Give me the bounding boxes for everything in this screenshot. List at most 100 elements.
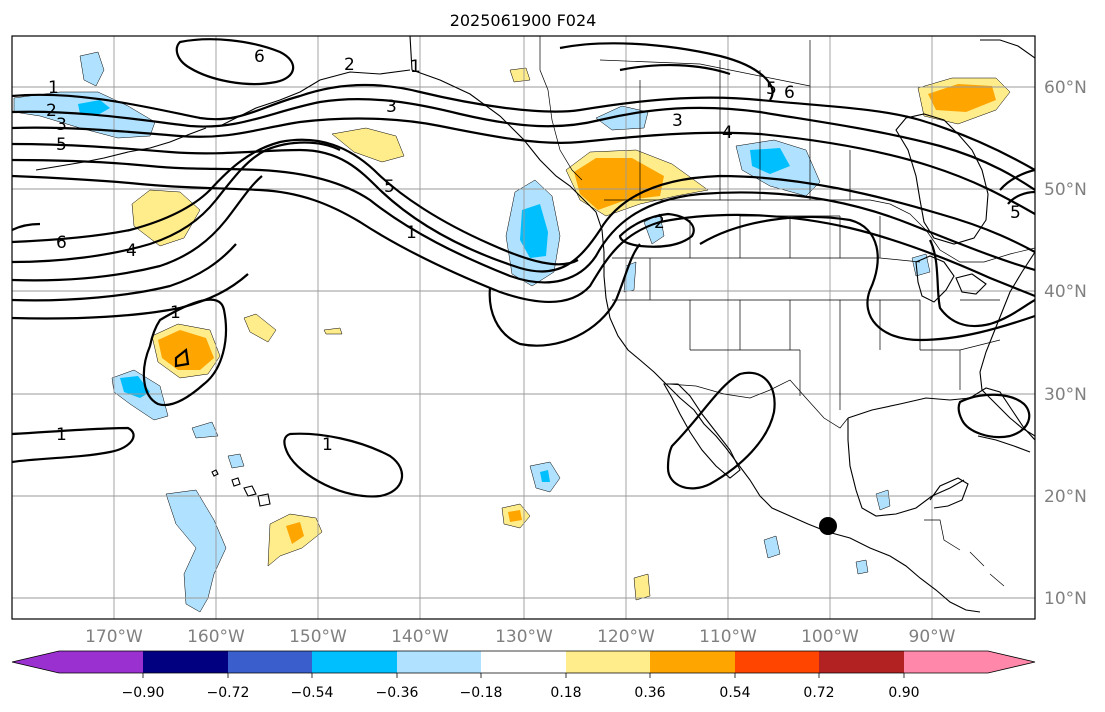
- colorbar-tick-labels: −0.90 −0.72 −0.54 −0.36 −0.18 0.18 0.36 …: [122, 685, 920, 701]
- us-canada-border: [604, 199, 1035, 263]
- contour-label: 2: [654, 213, 665, 233]
- contour-label: 1: [170, 303, 181, 323]
- colorbar-segment: [650, 651, 735, 673]
- contour-label: 5: [384, 177, 395, 197]
- positive-anomaly-core: [574, 158, 664, 210]
- contour-label: 6: [784, 83, 795, 103]
- contour-line: [12, 222, 41, 231]
- negative-anomaly-area: [227, 453, 245, 469]
- contour-label: 3: [56, 115, 67, 135]
- contour-line: [142, 298, 228, 407]
- contour-line: [488, 243, 641, 347]
- negative-anomaly-area: [855, 559, 869, 575]
- contour-label: 4: [722, 123, 733, 143]
- east-coast: [979, 251, 1035, 437]
- colorbar-segment: [566, 651, 650, 673]
- contour-line: [12, 142, 1035, 273]
- negative-anomaly-core: [78, 100, 110, 116]
- latitude-labels: 60°N 50°N 40°N 30°N 20°N 10°N: [1044, 78, 1087, 609]
- contour-label: 3: [386, 97, 397, 117]
- west-coast: [581, 197, 981, 613]
- longitude-label: 160°W: [187, 627, 245, 647]
- alaska-canada-border: [539, 36, 583, 181]
- negative-anomaly-area: [79, 51, 105, 87]
- contour-line: [1007, 190, 1035, 205]
- negative-anomaly-area: [763, 535, 781, 559]
- contour-line: [12, 158, 1035, 284]
- latitude-label: 40°N: [1044, 282, 1087, 302]
- colorbar-segment: [904, 651, 988, 673]
- contour-label: 6: [56, 233, 67, 253]
- map-frame: [11, 35, 1036, 620]
- longitude-label: 170°W: [85, 627, 143, 647]
- longitude-label: 120°W: [597, 627, 655, 647]
- colorbar-segment: [481, 651, 566, 673]
- contour-line: [12, 138, 579, 266]
- cuba: [977, 435, 1031, 453]
- contour-line: [12, 273, 249, 320]
- latitude-label: 30°N: [1044, 385, 1087, 405]
- contour-label: 6: [254, 47, 265, 67]
- contour-line: [283, 432, 404, 498]
- positive-anomaly-core: [286, 522, 304, 544]
- contour-label: 1: [322, 435, 333, 455]
- contour-label: 5: [56, 135, 67, 155]
- contour-line: [666, 371, 776, 490]
- contour-label: 1: [406, 223, 417, 243]
- colorbar-segment: [143, 651, 228, 673]
- contour-line: [619, 64, 731, 76]
- gulf-west-coast: [847, 418, 965, 517]
- contour-line: [12, 97, 1035, 191]
- colorbar-segment: [735, 651, 819, 673]
- positive-anomaly-area: [509, 67, 531, 83]
- colorbar-tick-label: 0.90: [888, 685, 919, 701]
- alaska-coastline: [409, 36, 583, 199]
- contour-line: [175, 38, 295, 86]
- positive-anomaly-core: [928, 84, 996, 112]
- negative-anomaly-area: [875, 489, 891, 511]
- hudson-bay: [895, 113, 989, 245]
- contour-line: [12, 83, 1035, 171]
- colorbar-extension-low: [12, 651, 59, 673]
- political-borders: [539, 36, 1035, 587]
- positive-anomaly-core: [508, 510, 522, 522]
- positive-anomaly-area: [243, 313, 277, 343]
- contour-line: [618, 212, 695, 248]
- colorbar-tick-label: −0.54: [291, 685, 334, 701]
- contour-line: [12, 243, 237, 302]
- location-marker-dot: [819, 517, 837, 535]
- greenland-coast: [980, 39, 1035, 59]
- state-borders: [612, 215, 1001, 410]
- colorbar-tick-label: −0.90: [122, 685, 165, 701]
- colorbar-tick-label: 0.18: [550, 685, 581, 701]
- negative-anomaly-core: [520, 204, 548, 258]
- contour-line: [12, 117, 1035, 215]
- contour-label: 2: [46, 101, 57, 121]
- longitude-label: 110°W: [699, 627, 757, 647]
- contour-labels: 1 2 3 5 6 4 6 2 3 1 5 1 1 1 1 3 4 5 6 2 …: [46, 47, 1021, 455]
- map-title: 2025061900 F024: [450, 11, 597, 30]
- latitude-label: 20°N: [1044, 487, 1087, 507]
- latitude-label: 50°N: [1044, 180, 1087, 200]
- positive-anomaly-area: [331, 127, 405, 163]
- contour-label: 2: [344, 55, 355, 75]
- colorbar-segment: [228, 651, 312, 673]
- contour-line: [12, 174, 1035, 303]
- central-america-borders: [924, 519, 1005, 587]
- contour-label: 5: [1010, 203, 1021, 223]
- contour-line: [559, 42, 774, 101]
- colorbar-tick-label: 0.36: [634, 685, 665, 701]
- contour-line: [957, 393, 1031, 439]
- colorbar-tick-label: 0.54: [719, 685, 750, 701]
- negative-anomaly-core: [120, 376, 150, 398]
- contour-lines: [12, 38, 1035, 498]
- negative-anomaly-core: [540, 470, 550, 482]
- contour-line: [929, 239, 1035, 328]
- colorbar-tick-label: −0.36: [376, 685, 419, 701]
- contour-line: [174, 347, 190, 368]
- contour-line: [699, 215, 1035, 342]
- contour-label: 5: [766, 79, 777, 99]
- colorbar: [11, 650, 1036, 678]
- colorbar-tick-label: 0.72: [803, 685, 834, 701]
